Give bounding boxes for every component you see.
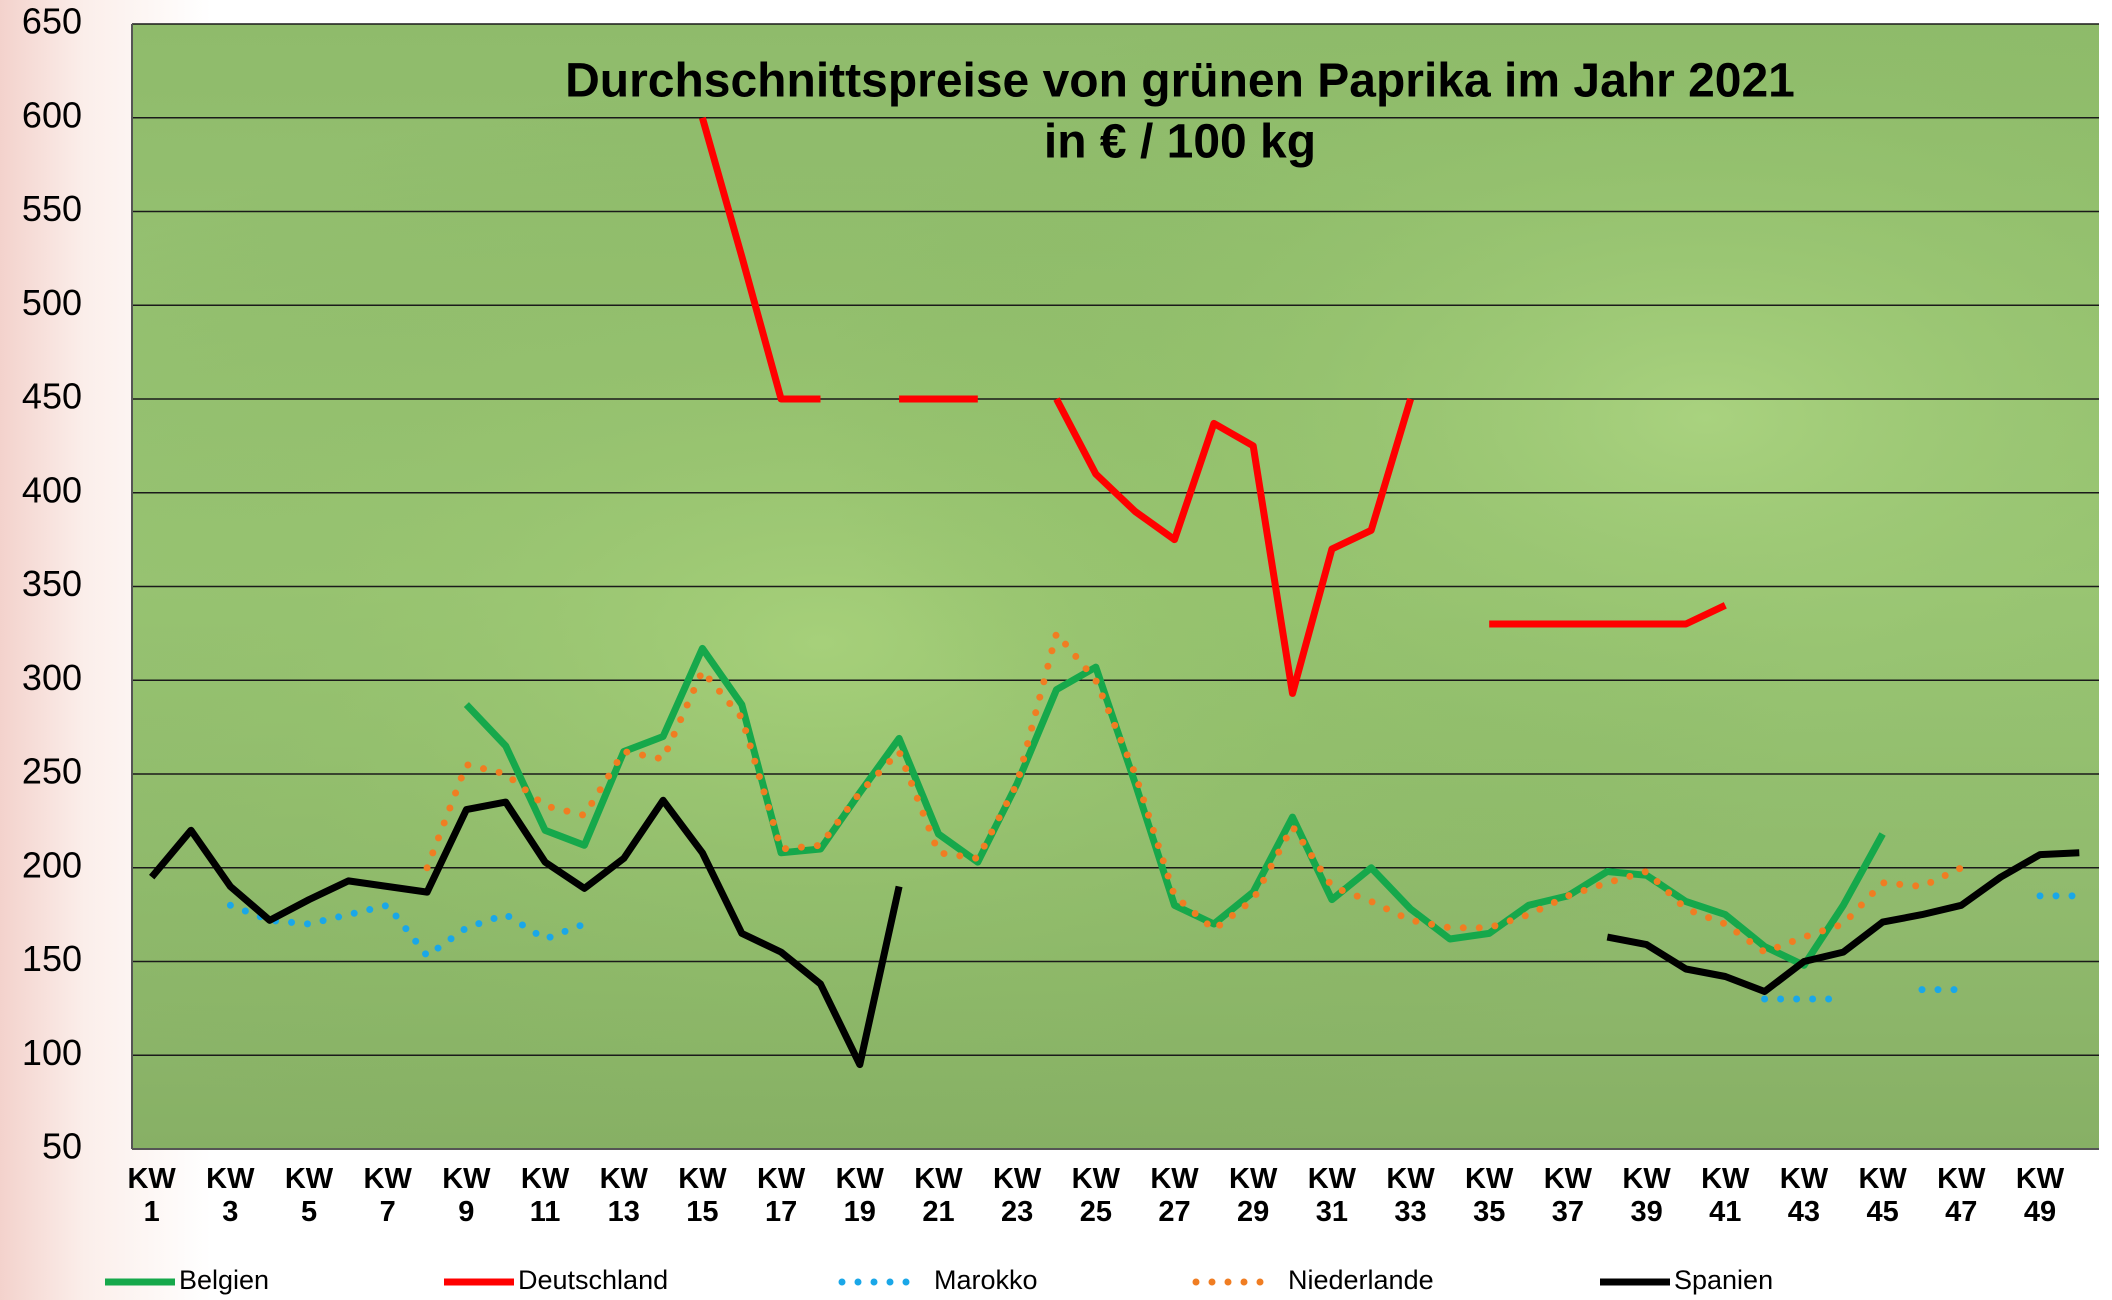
x-tick-label: KW 9 [438,1163,494,1230]
x-tick-label: KW 15 [674,1163,730,1230]
x-tick-label: KW 41 [1697,1163,1753,1230]
x-tick-label: KW 5 [281,1163,337,1230]
chart-title: Durchschnittspreise von grünen Paprika i… [565,55,1795,108]
y-tick-label: 50 [42,1126,82,1167]
legend-label: Spanien [1674,1265,1773,1295]
x-tick-label: KW 3 [202,1163,258,1230]
x-tick-label: KW 37 [1540,1163,1596,1230]
y-tick-label: 600 [22,94,82,135]
x-tick-label: KW 23 [989,1163,1045,1230]
x-tick-label: KW 39 [1619,1163,1675,1230]
x-tick-label: KW 11 [517,1163,573,1230]
chart: Durchschnittspreise von grünen Paprika i… [0,0,2112,1300]
y-tick-label: 450 [22,376,82,417]
x-tick-label: KW 21 [910,1163,966,1230]
x-tick-label: KW 43 [1776,1163,1832,1230]
x-tick-label: KW 13 [596,1163,652,1230]
legend-label: Marokko [934,1265,1038,1295]
y-tick-label: 550 [22,188,82,229]
chart-subtitle: in € / 100 kg [1044,116,1316,169]
x-tick-label: KW 1 [124,1163,180,1230]
x-tick-label: KW 19 [832,1163,888,1230]
x-tick-label: KW 49 [2012,1163,2068,1230]
y-tick-label: 200 [22,844,82,885]
x-tick-label: KW 45 [1855,1163,1911,1230]
x-tick-label: KW 47 [1933,1163,1989,1230]
x-tick-label: KW 25 [1068,1163,1124,1230]
legend-label: Deutschland [518,1265,668,1295]
x-tick-label: KW 29 [1225,1163,1281,1230]
x-tick-label: KW 17 [753,1163,809,1230]
x-tick-label: KW 33 [1383,1163,1439,1230]
x-tick-label: KW 35 [1461,1163,1517,1230]
legend-label: Belgien [179,1265,269,1295]
y-tick-label: 300 [22,657,82,698]
y-tick-label: 100 [22,1032,82,1073]
y-tick-label: 500 [22,282,82,323]
x-tick-label: KW 27 [1147,1163,1203,1230]
y-tick-label: 150 [22,938,82,979]
x-tick-label: KW 31 [1304,1163,1360,1230]
y-tick-label: 350 [22,563,82,604]
y-tick-label: 400 [22,469,82,510]
page: Durchschnittspreise von grünen Paprika i… [0,0,2112,1300]
x-tick-label: KW 7 [360,1163,416,1230]
y-tick-label: 650 [22,1,82,42]
y-tick-label: 250 [22,751,82,792]
legend-label: Niederlande [1288,1265,1434,1295]
